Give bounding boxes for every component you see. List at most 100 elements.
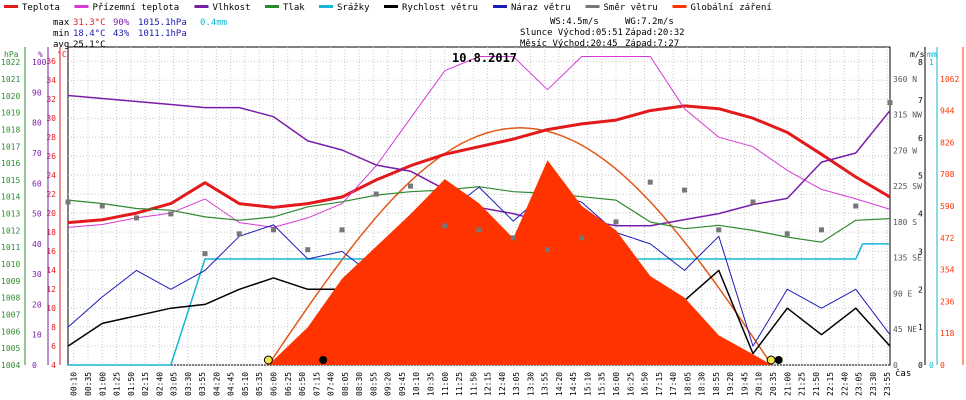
x-tick-label: 17:40: [669, 372, 678, 396]
wind-dir-tick-label: 315 NW: [893, 111, 922, 120]
x-tick-label: 12:40: [498, 372, 507, 396]
wind-dir-point: [579, 235, 585, 241]
legend-label: Přízemní teplota: [93, 3, 180, 13]
legend-label: Rychlost větru: [402, 3, 478, 13]
x-tick-label: 06:50: [298, 372, 307, 396]
x-tick-label: 01:00: [98, 372, 107, 396]
wind-tick-label: 0: [918, 361, 923, 370]
x-tick-label: 19:20: [726, 372, 735, 396]
x-tick-label: 08:05: [341, 372, 350, 396]
pressure-tick-label: 1013: [1, 210, 20, 219]
wind-dir-point: [613, 219, 619, 225]
temperature-tick-label: 14: [46, 266, 56, 275]
wind-tick-label: 3: [918, 247, 923, 256]
wind-dir-point: [887, 100, 893, 106]
x-tick-label: 01:25: [113, 372, 122, 396]
x-tick-label: 06:25: [284, 372, 293, 396]
temperature-tick-label: 32: [46, 95, 56, 104]
legend-label: Globální záření: [691, 3, 772, 13]
x-tick-label: 07:40: [327, 372, 336, 396]
x-tick-label: 02:40: [155, 372, 164, 396]
pressure-tick-label: 1009: [1, 277, 20, 286]
radiation-tick-label: 1062: [940, 75, 959, 84]
wind-dir-point: [236, 231, 242, 237]
pressure-tick-label: 1012: [1, 226, 20, 235]
x-tick-label: 08:30: [355, 372, 364, 396]
temperature-tick-label: 18: [46, 228, 56, 237]
x-tick-label: 02:15: [141, 372, 150, 396]
x-tick-label: 09:20: [384, 372, 393, 396]
wind-dir-point: [168, 211, 174, 217]
wind-dir-point: [305, 247, 311, 253]
x-tick-label: 03:30: [184, 372, 193, 396]
temperature-tick-label: 30: [46, 114, 56, 123]
rain-tick-label: 1: [929, 58, 934, 67]
humidity-tick-label: 40: [32, 240, 42, 249]
x-tick-label: 10:35: [426, 372, 435, 396]
pressure-tick-label: 1017: [1, 142, 20, 151]
unit-hpa: hPa: [4, 50, 19, 59]
temperature-tick-label: 22: [46, 190, 56, 199]
unit-ms: m/s: [910, 50, 925, 59]
humidity-tick-label: 20: [32, 300, 42, 309]
wind-tick-label: 5: [918, 172, 923, 181]
x-tick-label: 03:55: [198, 372, 207, 396]
x-tick-label: 14:45: [569, 372, 578, 396]
wind-tick-label: 8: [918, 58, 923, 67]
sunset-marker: [766, 355, 776, 365]
x-tick-label: 11:00: [441, 372, 450, 396]
stats-max-label: max: [53, 18, 70, 28]
stats-max-rain: 0.4mm: [200, 18, 227, 28]
pressure-tick-label: 1022: [1, 58, 20, 67]
wind-dir-tick-label: 90 E: [893, 289, 912, 298]
wind-dir-point: [750, 199, 756, 205]
pressure-tick-label: 1011: [1, 243, 20, 252]
wind-dir-tick-label: 270 W: [893, 146, 917, 155]
x-tick-label: 04:20: [212, 372, 221, 396]
x-tick-label: 23:05: [855, 372, 864, 396]
x-tick-label: 13:30: [526, 372, 535, 396]
wind-dir-tick-label: 135 SE: [893, 254, 922, 263]
legend-swatch: [672, 5, 687, 8]
legend-label: Směr větru: [604, 3, 658, 13]
stats-max-hum: 90%: [113, 18, 130, 28]
humidity-tick-label: 10: [32, 331, 42, 340]
wind-dir-tick-label: 225 SW: [893, 182, 922, 191]
x-tick-label: 13:05: [512, 372, 521, 396]
x-tick-label: 05:10: [241, 372, 250, 396]
moonrise-marker: [774, 356, 783, 364]
series-radiation-area: [268, 160, 772, 365]
wind-dir-point: [784, 231, 790, 237]
x-tick-label: 21:25: [798, 372, 807, 396]
humidity-tick-label: 30: [32, 270, 42, 279]
humidity-tick-label: 70: [32, 149, 42, 158]
unit-degc: °C: [57, 50, 67, 59]
temperature-tick-label: 28: [46, 133, 56, 142]
legend-swatch: [493, 5, 507, 8]
wind-dir-tick-label: 360 N: [893, 75, 917, 84]
x-tick-label: 20:10: [755, 372, 764, 396]
wind-dir-point: [476, 227, 482, 233]
wind-dir-point: [65, 199, 71, 205]
legend-swatch: [384, 5, 398, 8]
unit-pct: %: [38, 50, 43, 59]
x-tick-label: 04:45: [227, 372, 236, 396]
wind-dir-point: [99, 203, 105, 209]
unit-time: čas: [895, 368, 911, 379]
radiation-tick-label: 354: [940, 266, 955, 275]
x-tick-label: 05:35: [255, 372, 264, 396]
x-tick-label: 07:15: [312, 372, 321, 396]
stats-min-press: 1011.1hPa: [138, 29, 187, 39]
x-tick-label: 15:35: [598, 372, 607, 396]
temperature-tick-label: 34: [46, 76, 56, 85]
legend-swatch: [4, 5, 18, 8]
x-tick-label: 23:30: [869, 372, 878, 396]
legend-swatch: [585, 5, 600, 8]
pressure-tick-label: 1005: [1, 344, 20, 353]
pressure-tick-label: 1015: [1, 176, 20, 185]
legend-label: Tlak: [283, 3, 305, 13]
wind-dir-tick-label: 0: [893, 361, 898, 370]
wind-dir-point: [819, 227, 824, 233]
x-tick-label: 09:45: [398, 372, 407, 396]
